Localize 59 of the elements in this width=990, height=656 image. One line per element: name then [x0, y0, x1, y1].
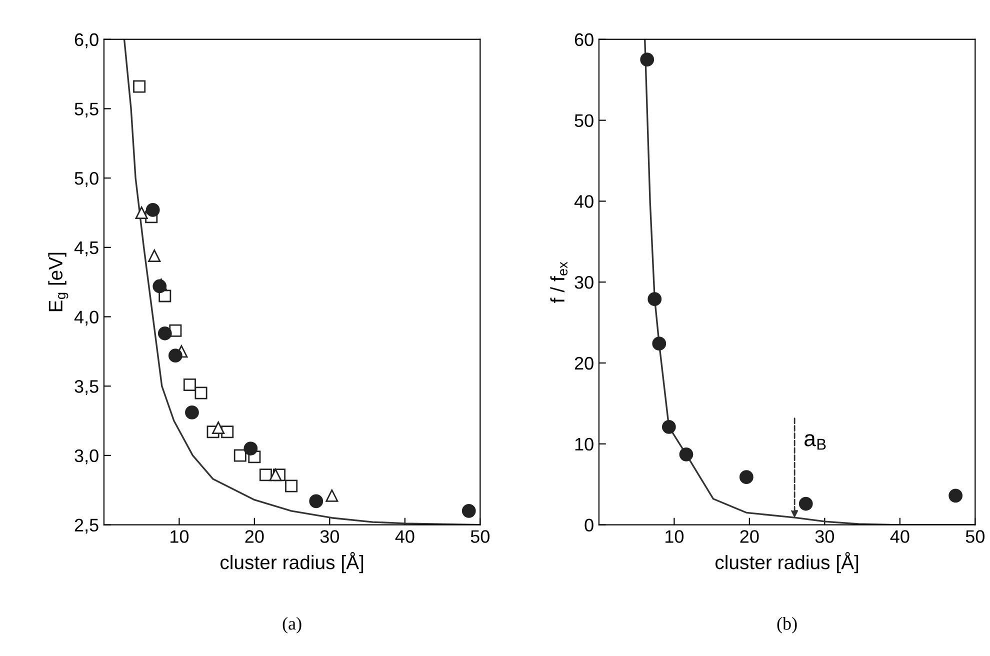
y-tick-label: 60 [574, 33, 594, 46]
annotation: a$_{B}$ [804, 434, 826, 450]
x-tick-label: 50 [470, 530, 490, 543]
x-tick-label: 30 [815, 530, 834, 543]
y-tick-label: 4,5 [74, 242, 98, 256]
point [183, 378, 196, 391]
y-tick-label: 50 [574, 114, 594, 127]
point [309, 494, 324, 508]
point [662, 420, 676, 434]
y-tick-label: 4,0 [74, 310, 98, 326]
text: (a) [282, 617, 302, 634]
x-axis-title: cluster radius [Å] [220, 552, 364, 574]
point [221, 426, 234, 438]
point [640, 52, 654, 67]
y-tick-label: 5,5 [74, 102, 98, 118]
point [326, 489, 338, 502]
point [679, 447, 694, 462]
x-tick-label: 40 [395, 530, 414, 543]
point [158, 326, 172, 340]
point [285, 480, 298, 492]
point [133, 80, 146, 93]
point [185, 406, 199, 420]
point [135, 206, 148, 219]
x-axis-title: cluster radius [Å] [715, 552, 858, 574]
y-axis-title: f / f$_{ex}$ [550, 262, 568, 303]
x-tick-label: 40 [890, 530, 910, 543]
point [148, 249, 161, 262]
y-tick-label: 6,0 [74, 33, 98, 48]
x-tick-label: 20 [245, 530, 264, 543]
point [269, 468, 282, 482]
point [244, 442, 258, 456]
point [948, 488, 963, 503]
x-tick-label: 50 [966, 530, 984, 543]
y-axis-title: E$_{g}$ [eV] [48, 252, 68, 312]
point [648, 292, 662, 306]
x-tick-label: 10 [666, 530, 684, 543]
y-tick-label: 40 [574, 195, 594, 208]
x-tick-label: 10 [170, 530, 189, 543]
x-tick-label: 20 [740, 530, 759, 543]
point [462, 504, 476, 518]
y-tick-label: 10 [575, 438, 594, 451]
point [168, 348, 182, 363]
point [146, 203, 160, 217]
y-tick-label: 20 [574, 356, 594, 370]
x-tick-label: 30 [320, 530, 340, 543]
text: (b) [777, 617, 797, 634]
y-tick-label: 30 [574, 276, 594, 289]
y-tick-label: 0 [584, 518, 594, 532]
point [739, 470, 754, 484]
point [194, 386, 208, 400]
point [259, 468, 272, 482]
point [798, 496, 813, 511]
y-tick-label: 3,0 [74, 449, 98, 464]
y-tick-label: 2,5 [74, 518, 98, 534]
point [234, 449, 246, 462]
point [652, 336, 666, 351]
point [212, 421, 225, 434]
y-tick-label: 5,0 [74, 172, 98, 187]
y-tick-label: 3,5 [74, 380, 98, 395]
